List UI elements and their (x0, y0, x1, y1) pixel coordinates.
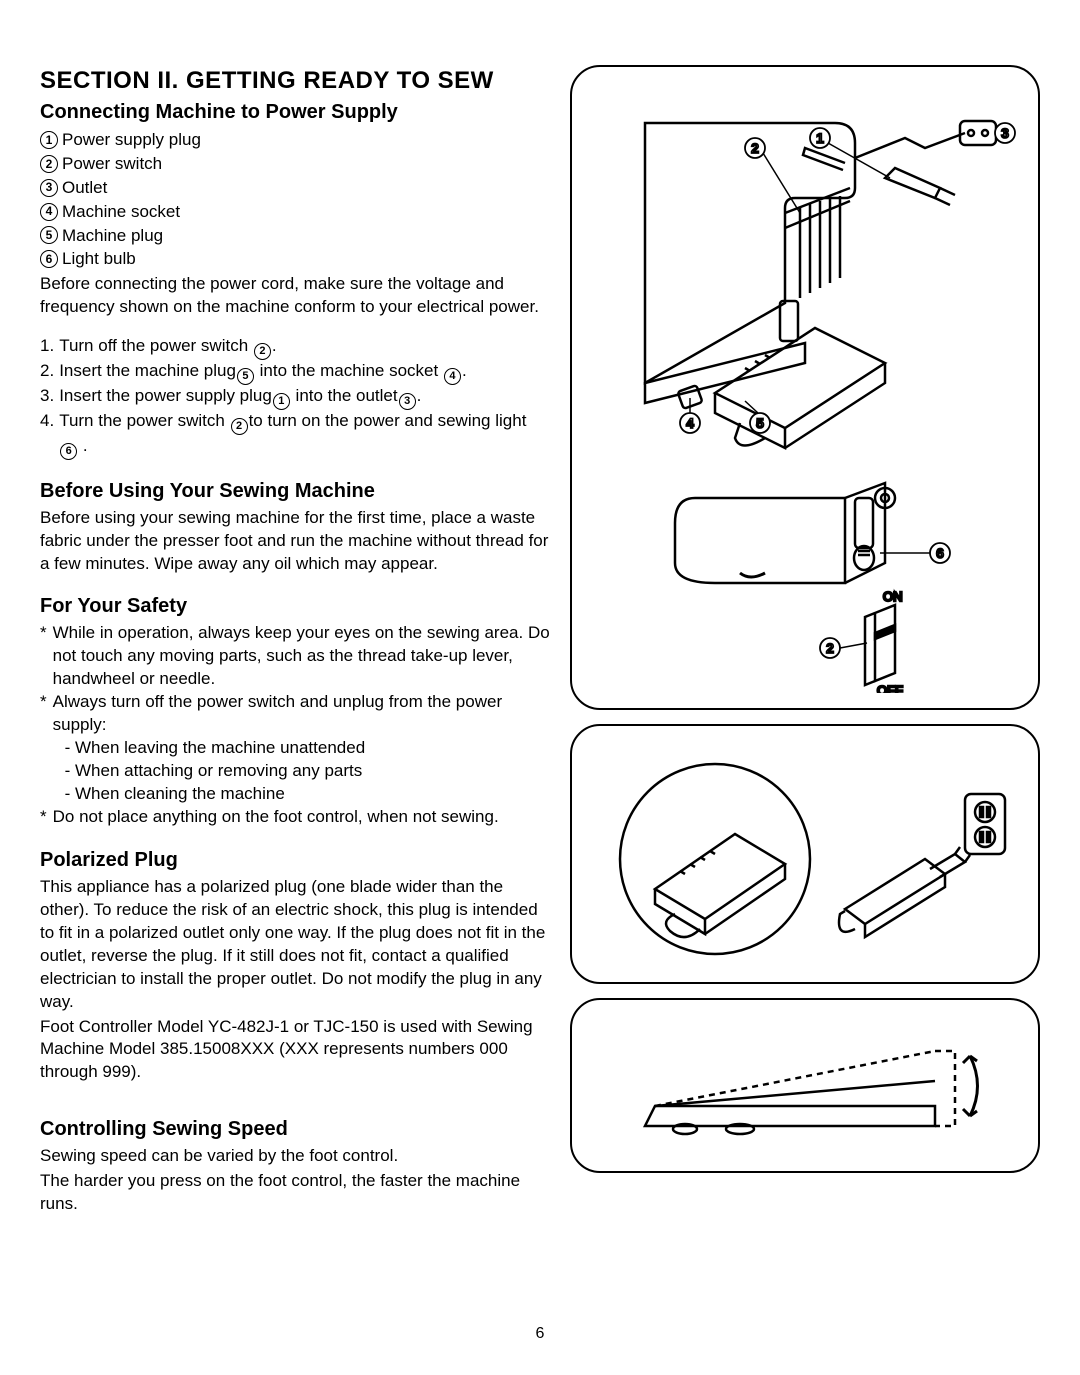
bullet-star-icon: * (40, 806, 47, 829)
svg-text:5: 5 (756, 415, 764, 431)
page-root: SECTION II. GETTING READY TO SEW Connect… (40, 65, 1040, 1218)
polarized-heading: Polarized Plug (40, 847, 550, 874)
step-4-circ-b-icon: 6 (60, 443, 77, 460)
right-column: 1 2 3 4 5 (570, 65, 1040, 1218)
step-3-body: Insert the power supply plug1 into the o… (59, 385, 550, 410)
step-2-num: 2. (40, 360, 54, 385)
bullet-star-icon: * (40, 691, 47, 806)
step-3-circ-b-icon: 3 (399, 393, 416, 410)
part-3-label: Outlet (62, 176, 107, 200)
safety-item-2: * Always turn off the power switch and u… (40, 691, 550, 806)
speed-body2: The harder you press on the foot control… (40, 1170, 550, 1216)
step-2-circ-b-icon: 4 (444, 368, 461, 385)
speed-heading: Controlling Sewing Speed (40, 1116, 550, 1143)
svg-text:ON: ON (883, 589, 903, 604)
safety-item-2-body: Always turn off the power switch and unp… (53, 691, 550, 806)
part-1-label: Power supply plug (62, 128, 201, 152)
connecting-intro: Before connecting the power cord, make s… (40, 273, 550, 319)
safety-item-1-text: While in operation, always keep your eye… (53, 622, 550, 691)
page-number: 6 (536, 1325, 545, 1343)
safety-sub-1: - When leaving the machine unattended (53, 737, 550, 760)
figure-plug (570, 724, 1040, 984)
left-column: SECTION II. GETTING READY TO SEW Connect… (40, 65, 550, 1218)
step-2: 2.Insert the machine plug5 into the mach… (40, 360, 550, 385)
svg-text:OFF: OFF (877, 683, 903, 693)
svg-text:4: 4 (686, 415, 694, 431)
step-4: 4.Turn the power switch 2to turn on the … (40, 410, 550, 460)
safety-item-2-text: Always turn off the power switch and unp… (53, 691, 550, 737)
figure-connecting: 1 2 3 4 5 (570, 65, 1040, 710)
part-6: 6Light bulb (40, 247, 550, 271)
svg-text:1: 1 (816, 130, 824, 146)
svg-text:6: 6 (936, 545, 944, 561)
connecting-steps: 1.Turn off the power switch 2. 2.Insert … (40, 335, 550, 460)
step-1-num: 1. (40, 335, 54, 360)
circ-2-icon: 2 (40, 155, 58, 173)
safety-sub-3: - When cleaning the machine (53, 783, 550, 806)
circ-3-icon: 3 (40, 179, 58, 197)
figure-foot-control (570, 998, 1040, 1173)
part-3: 3Outlet (40, 176, 550, 200)
part-2-label: Power switch (62, 152, 162, 176)
safety-heading: For Your Safety (40, 593, 550, 620)
polarized-body: This appliance has a polarized plug (one… (40, 876, 550, 1014)
step-4-num: 4. (40, 410, 54, 460)
diagram-foot-control-icon (585, 1011, 1025, 1161)
step-3-num: 3. (40, 385, 54, 410)
circ-1-icon: 1 (40, 131, 58, 149)
step-1-circ-icon: 2 (254, 343, 271, 360)
step-2-circ-a-icon: 5 (237, 368, 254, 385)
part-4: 4Machine socket (40, 200, 550, 224)
bullet-star-icon: * (40, 622, 47, 691)
connecting-heading: Connecting Machine to Power Supply (40, 99, 550, 126)
safety-item-3-text: Do not place anything on the foot contro… (53, 806, 499, 829)
safety-item-1: *While in operation, always keep your ey… (40, 622, 550, 691)
part-2: 2Power switch (40, 152, 550, 176)
diagram-plug-icon (585, 739, 1025, 969)
polarized-body2: Foot Controller Model YC-482J-1 or TJC-1… (40, 1016, 550, 1085)
svg-text:2: 2 (826, 640, 834, 656)
step-2-body: Insert the machine plug5 into the machin… (59, 360, 550, 385)
before-using-body: Before using your sewing machine for the… (40, 507, 550, 576)
part-6-label: Light bulb (62, 247, 136, 271)
step-1-body: Turn off the power switch 2. (59, 335, 550, 360)
section-title: SECTION II. GETTING READY TO SEW (40, 65, 550, 97)
diagram-connecting-icon: 1 2 3 4 5 (585, 83, 1025, 693)
before-using-heading: Before Using Your Sewing Machine (40, 478, 550, 505)
step-3: 3.Insert the power supply plug1 into the… (40, 385, 550, 410)
part-1: 1Power supply plug (40, 128, 550, 152)
step-1: 1.Turn off the power switch 2. (40, 335, 550, 360)
step-4-body: Turn the power switch 2to turn on the po… (59, 410, 550, 460)
step-3-circ-a-icon: 1 (273, 393, 290, 410)
step-4-circ-a-icon: 2 (231, 418, 248, 435)
svg-text:2: 2 (751, 140, 759, 156)
safety-list: *While in operation, always keep your ey… (40, 622, 550, 828)
svg-text:3: 3 (1001, 125, 1009, 141)
safety-sub-2: - When attaching or removing any parts (53, 760, 550, 783)
part-5-label: Machine plug (62, 224, 163, 248)
circ-6-icon: 6 (40, 250, 58, 268)
part-4-label: Machine socket (62, 200, 180, 224)
circ-4-icon: 4 (40, 203, 58, 221)
speed-body: Sewing speed can be varied by the foot c… (40, 1145, 550, 1168)
part-5: 5Machine plug (40, 224, 550, 248)
parts-list: 1Power supply plug 2Power switch 3Outlet… (40, 128, 550, 271)
safety-item-3: * Do not place anything on the foot contr… (40, 806, 550, 829)
circ-5-icon: 5 (40, 226, 58, 244)
